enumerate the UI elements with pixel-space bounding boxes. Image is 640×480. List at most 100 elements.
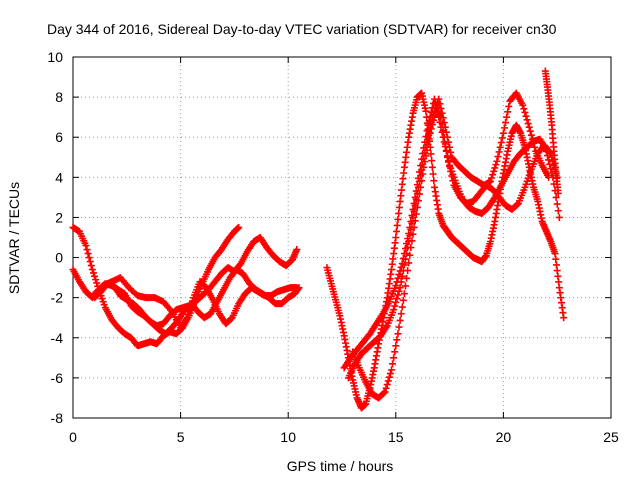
- data-point-marker: [393, 336, 401, 344]
- data-point-marker: [419, 170, 427, 178]
- data-point-marker: [396, 284, 404, 292]
- data-point-marker: [187, 300, 195, 308]
- data-point-marker: [496, 143, 504, 151]
- data-point-marker: [521, 108, 529, 116]
- data-point-marker: [422, 107, 430, 115]
- data-point-marker: [415, 190, 423, 198]
- data-point-marker: [505, 102, 513, 110]
- y-tick-label: -2: [51, 290, 64, 306]
- data-point-marker: [185, 307, 193, 315]
- data-point-marker: [424, 141, 432, 149]
- data-point-marker: [488, 174, 496, 182]
- x-tick-label: 10: [280, 429, 296, 445]
- data-point-marker: [437, 123, 445, 131]
- data-point-marker: [183, 314, 191, 322]
- data-point-marker: [401, 255, 409, 263]
- data-point-marker: [554, 207, 562, 215]
- data-point-marker: [527, 131, 535, 139]
- data-point-marker: [441, 143, 449, 151]
- data-point-marker: [490, 167, 498, 175]
- y-tick-label: 8: [55, 89, 63, 105]
- data-point-marker: [421, 158, 429, 166]
- data-point-marker: [408, 237, 416, 245]
- data-point-marker: [293, 246, 301, 254]
- series-pass-7: [344, 89, 553, 382]
- data-point-marker: [445, 157, 453, 165]
- data-point-marker: [380, 389, 388, 397]
- data-point-marker: [429, 116, 437, 124]
- data-point-marker: [427, 125, 435, 133]
- data-point-marker: [489, 171, 497, 179]
- x-tick-label: 20: [496, 429, 512, 445]
- data-point-marker: [555, 213, 563, 221]
- data-point-marker: [293, 284, 301, 292]
- data-point-marker: [407, 244, 415, 252]
- data-point-marker: [420, 163, 428, 171]
- data-point-marker: [385, 373, 393, 381]
- data-point-marker: [398, 272, 406, 280]
- x-axis-label: GPS time / hours: [287, 458, 394, 474]
- data-point-marker: [395, 209, 403, 217]
- data-point-marker: [500, 124, 508, 132]
- data-point-marker: [409, 230, 417, 238]
- data-point-marker: [89, 269, 97, 277]
- data-point-marker: [393, 227, 401, 235]
- y-tick-labels: -8 -6 -4 -2 0 2 4 6 8 10: [47, 49, 63, 426]
- data-point-marker: [399, 296, 407, 304]
- x-tick-label: 0: [69, 429, 77, 445]
- data-point-marker: [188, 297, 196, 305]
- data-point-marker: [406, 251, 414, 259]
- data-point-marker: [499, 129, 507, 137]
- data-point-marker: [394, 274, 402, 282]
- data-point-marker: [423, 146, 431, 154]
- x-tick-labels: 0 5 10 15 20 25: [69, 429, 619, 445]
- data-point-marker: [433, 103, 441, 111]
- data-point-marker: [438, 109, 446, 117]
- y-tick-label: 10: [47, 49, 63, 65]
- data-point-marker: [390, 354, 398, 362]
- data-point-marker: [411, 217, 419, 225]
- data-point-marker: [88, 266, 96, 274]
- data-point-marker: [384, 377, 392, 385]
- data-point-marker: [410, 223, 418, 231]
- data-point-marker: [548, 169, 556, 177]
- y-tick-label: -6: [51, 370, 64, 386]
- data-point-marker: [412, 210, 420, 218]
- x-tick-label: 25: [603, 429, 619, 445]
- data-point-marker: [428, 121, 436, 129]
- data-point-marker: [436, 118, 444, 126]
- axis-ticks: [72, 56, 612, 419]
- data-point-marker: [434, 108, 442, 116]
- data-point-marker: [522, 112, 530, 120]
- data-point-marker: [406, 231, 414, 239]
- data-point-marker: [395, 323, 403, 331]
- data-point-marker: [398, 303, 406, 311]
- data-point-marker: [428, 157, 436, 165]
- data-point-marker: [400, 261, 408, 269]
- data-point-marker: [392, 234, 400, 241]
- data-point-marker: [396, 316, 404, 324]
- data-point-marker: [545, 156, 553, 164]
- y-tick-label: -8: [51, 410, 64, 426]
- data-point-marker: [493, 157, 501, 165]
- data-point-marker: [492, 161, 500, 169]
- data-point-marker: [397, 310, 405, 318]
- data-point-marker: [525, 123, 533, 131]
- data-point-marker: [391, 348, 399, 356]
- data-point-marker: [552, 193, 560, 201]
- data-point-marker: [547, 165, 555, 173]
- data-point-marker: [426, 129, 434, 137]
- data-point-marker: [87, 262, 95, 270]
- data-point-marker: [394, 330, 402, 338]
- data-point-marker: [439, 133, 447, 141]
- data-point-marker: [436, 100, 444, 108]
- data-point-marker: [235, 223, 243, 231]
- data-point-marker: [443, 152, 451, 160]
- data-point-marker: [560, 314, 568, 322]
- data-point-marker: [524, 120, 532, 128]
- data-point-marker: [520, 105, 528, 113]
- data-point-marker: [393, 221, 401, 229]
- data-point-marker: [413, 203, 421, 211]
- data-point-marker: [84, 250, 92, 258]
